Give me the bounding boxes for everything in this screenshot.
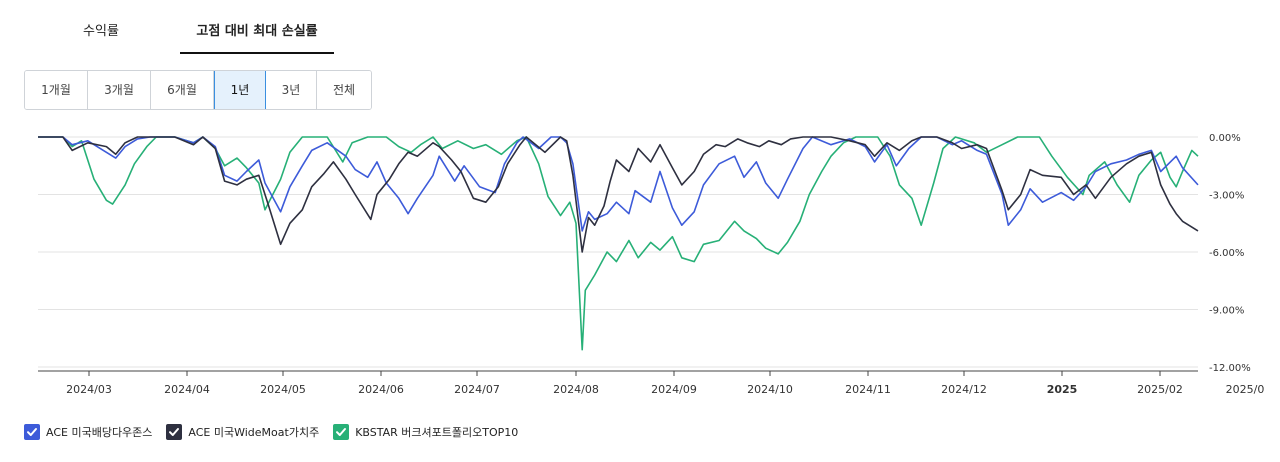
series-lines — [38, 136, 1199, 351]
x-tick-label: 2025/0 — [1226, 383, 1265, 396]
legend-label: ACE 미국배당다우존스 — [46, 426, 153, 439]
x-tick-label: 2024/06 — [358, 383, 404, 396]
period-all-button[interactable]: 전체 — [317, 71, 371, 109]
y-tick-label: -12.00% — [1209, 363, 1251, 374]
x-tick-label: 2024/12 — [941, 383, 987, 396]
period-1-month-button[interactable]: 1개월 — [25, 71, 88, 109]
legend-item-ace-dividend-dowjones[interactable]: ACE 미국배당다우존스 — [24, 424, 152, 440]
legend-item-ace-widemoat[interactable]: ACE 미국WideMoat가치주 — [166, 424, 319, 440]
series-line-0 — [38, 136, 1199, 232]
x-tick-label: 2024/04 — [164, 383, 210, 396]
legend-label: KBSTAR 버크셔포트폴리오TOP10 — [355, 426, 519, 439]
x-tick-label: 2025/02 — [1137, 383, 1183, 396]
x-tick-label: 2024/08 — [553, 383, 599, 396]
tab-return[interactable]: 수익률 — [83, 24, 119, 39]
x-tick-label: 2025 — [1047, 383, 1078, 396]
y-tick-label: -9.00% — [1209, 306, 1244, 317]
y-axis-ticks: 0.00% -3.00% -6.00% -9.00% -12.00% — [1209, 133, 1251, 374]
period-6-month-button[interactable]: 6개월 — [151, 71, 214, 109]
y-tick-label: -3.00% — [1209, 191, 1244, 202]
period-1-year-button[interactable]: 1년 — [214, 71, 266, 109]
checkbox-checked-icon[interactable] — [24, 424, 40, 440]
drawdown-chart: 0.00%-3.00%-6.00%-9.00%-12.00% 2024/03 20… — [38, 133, 1265, 396]
x-tick-label: 2024/09 — [651, 383, 697, 396]
x-axis: 2024/03 2024/04 2024/05 2024/06 2024/07 2024/… — [38, 370, 1265, 396]
x-tick-label: 2024/07 — [454, 383, 500, 396]
series-line-2 — [38, 136, 1199, 351]
checkbox-checked-icon[interactable] — [333, 424, 350, 440]
x-tick-label: 2024/05 — [260, 383, 306, 396]
x-tick-label: 2024/03 — [66, 383, 112, 396]
chart-legend: ACE 미국배당다우존스 ACE 미국WideMoat가치주 KBSTAR 버크… — [24, 424, 532, 440]
legend-item-kbstar-berkshire[interactable]: KBSTAR 버크셔포트폴리오TOP10 — [333, 424, 518, 440]
x-tick-label: 2024/11 — [845, 383, 891, 396]
tab-max-drawdown[interactable]: 고점 대비 최대 손실률 — [180, 12, 334, 54]
period-3-year-button[interactable]: 3년 — [266, 71, 317, 109]
series-line-1 — [38, 136, 1199, 253]
y-tick-label: 0.00% — [1209, 133, 1241, 144]
period-selector: 1개월 3개월 6개월 1년 3년 전체 — [24, 70, 372, 110]
grid-lines — [38, 136, 1198, 368]
checkbox-checked-icon[interactable] — [166, 424, 183, 440]
x-tick-label: 2024/10 — [747, 383, 793, 396]
y-tick-label: -6.00% — [1209, 248, 1244, 259]
legend-label: ACE 미국WideMoat가치주 — [188, 426, 320, 439]
period-3-month-button[interactable]: 3개월 — [88, 71, 151, 109]
